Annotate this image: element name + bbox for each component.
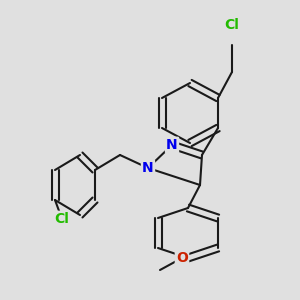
Text: Cl: Cl [55,212,69,226]
Text: Cl: Cl [225,18,239,32]
Text: O: O [176,251,188,265]
Text: N: N [142,161,154,175]
Text: N: N [166,138,178,152]
